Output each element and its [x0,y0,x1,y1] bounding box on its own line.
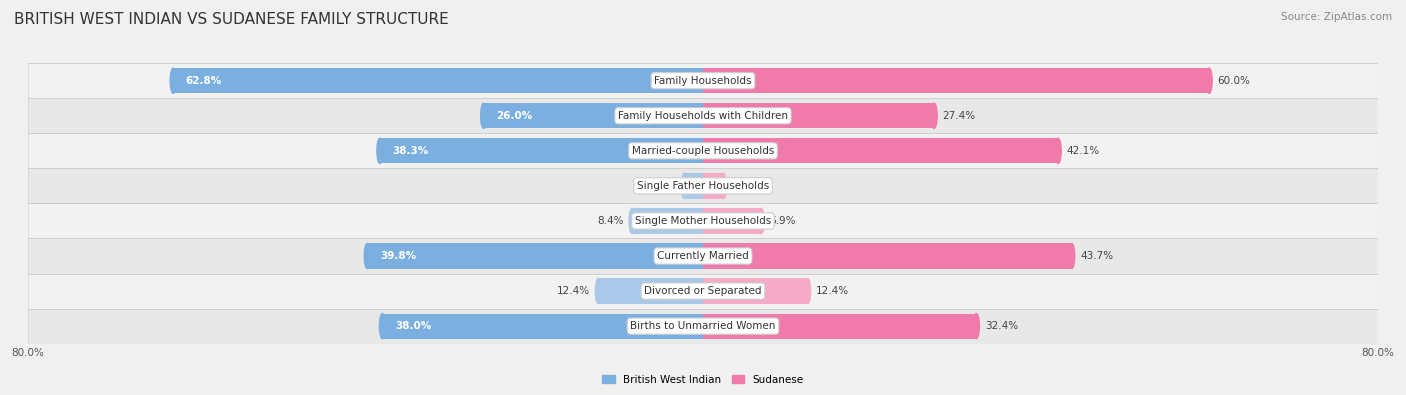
Bar [28,273,1378,308]
Bar [28,98,1378,134]
Circle shape [628,208,636,233]
Circle shape [931,103,938,128]
Circle shape [170,68,176,93]
Bar [28,308,1378,344]
Text: 60.0%: 60.0% [1218,76,1250,86]
Text: 2.2%: 2.2% [650,181,676,191]
Text: Single Father Households: Single Father Households [637,181,769,191]
Bar [484,103,703,128]
Circle shape [481,103,486,128]
Bar [703,208,761,233]
Legend: British West Indian, Sudanese: British West Indian, Sudanese [598,371,808,389]
Circle shape [758,208,765,233]
Text: Births to Unmarried Women: Births to Unmarried Women [630,321,776,331]
Text: 32.4%: 32.4% [984,321,1018,331]
Text: 12.4%: 12.4% [557,286,591,296]
Text: Single Mother Households: Single Mother Households [636,216,770,226]
Text: 62.8%: 62.8% [186,76,222,86]
Bar [28,203,1378,239]
Bar [633,208,703,233]
Text: 26.0%: 26.0% [496,111,533,121]
Bar [380,138,703,164]
Text: Source: ZipAtlas.com: Source: ZipAtlas.com [1281,12,1392,22]
Bar [28,63,1378,98]
Circle shape [720,173,727,199]
Text: 42.1%: 42.1% [1067,146,1099,156]
Text: 12.4%: 12.4% [815,286,849,296]
Bar [28,134,1378,168]
Circle shape [1206,68,1212,93]
Circle shape [380,314,385,339]
Text: 38.3%: 38.3% [392,146,429,156]
Text: Currently Married: Currently Married [657,251,749,261]
Circle shape [377,138,382,164]
Bar [28,239,1378,273]
Bar [382,314,703,339]
Circle shape [364,243,370,269]
Text: 38.0%: 38.0% [395,321,432,331]
Bar [703,314,976,339]
Bar [367,243,703,269]
Bar [703,103,934,128]
Text: Divorced or Separated: Divorced or Separated [644,286,762,296]
Text: 27.4%: 27.4% [942,111,976,121]
Text: 39.8%: 39.8% [380,251,416,261]
Circle shape [804,278,811,304]
Circle shape [595,278,602,304]
Text: BRITISH WEST INDIAN VS SUDANESE FAMILY STRUCTURE: BRITISH WEST INDIAN VS SUDANESE FAMILY S… [14,12,449,27]
Text: Married-couple Households: Married-couple Households [631,146,775,156]
Bar [703,68,1209,93]
Circle shape [1054,138,1062,164]
Circle shape [973,314,980,339]
Bar [703,173,723,199]
Bar [703,278,807,304]
Text: Family Households with Children: Family Households with Children [619,111,787,121]
Text: 43.7%: 43.7% [1080,251,1114,261]
Bar [28,168,1378,203]
Bar [173,68,703,93]
Bar [703,243,1071,269]
Text: Family Households: Family Households [654,76,752,86]
Text: 2.4%: 2.4% [731,181,758,191]
Text: 8.4%: 8.4% [598,216,624,226]
Bar [599,278,703,304]
Text: 6.9%: 6.9% [769,216,796,226]
Bar [703,138,1059,164]
Bar [685,173,703,199]
Circle shape [1069,243,1074,269]
Circle shape [682,173,688,199]
